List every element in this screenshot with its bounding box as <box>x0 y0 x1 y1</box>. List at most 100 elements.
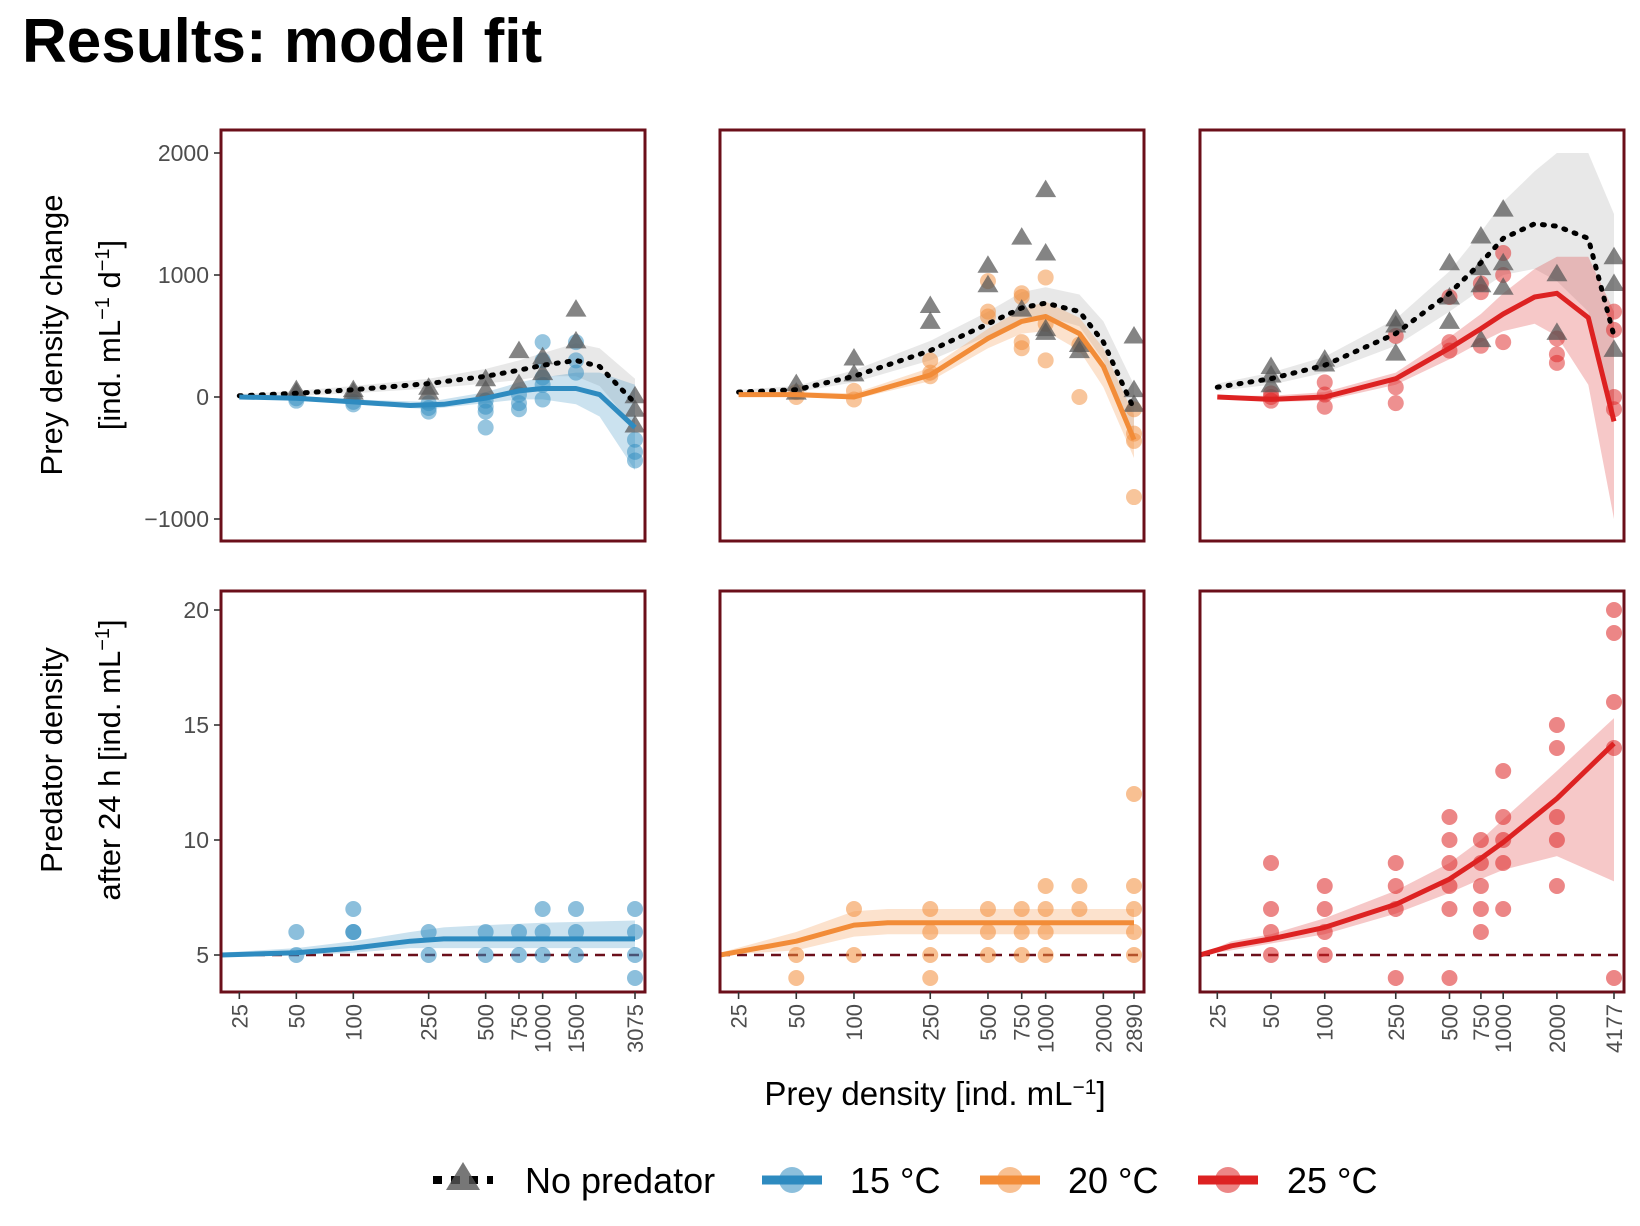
no-predator-fit-line <box>1214 221 1617 390</box>
legend-label-25c: 25 °C <box>1287 1160 1377 1201</box>
top-ylabel-line2-main: [ind. mL <box>92 320 127 430</box>
predator-data-point <box>1037 924 1054 940</box>
prey-data-point <box>1387 395 1404 412</box>
predator-data-point <box>1606 970 1622 986</box>
predator-data-point <box>1126 947 1142 963</box>
xtick-label: 25 <box>727 1004 752 1028</box>
predator-data-point <box>1548 878 1565 894</box>
prey-data-point <box>510 401 527 418</box>
legend-key-25c <box>1198 1167 1258 1193</box>
xtick-label: 250 <box>1384 1004 1409 1041</box>
xtick-label: 2000 <box>1545 1004 1570 1053</box>
no-predator-point <box>1068 340 1090 359</box>
no-predator-point <box>565 299 587 317</box>
no-predator-point <box>1260 365 1282 383</box>
prey-fit-line <box>239 386 637 430</box>
predator-data-point <box>1548 717 1565 733</box>
no-predator-point <box>418 382 440 400</box>
predator-data-point <box>477 947 494 963</box>
no-predator-band <box>1217 153 1614 422</box>
predator-data-point <box>510 947 527 963</box>
predator-data-point <box>1441 901 1458 917</box>
no-predator-point <box>1385 315 1407 333</box>
bottom-ylabel-line1: Predator density <box>34 647 69 873</box>
prey-data-point <box>477 403 494 420</box>
no-predator-point <box>475 379 497 398</box>
predator-data-point <box>1013 924 1030 940</box>
no-predator-point <box>1470 225 1492 244</box>
predator-data-point <box>1606 602 1622 618</box>
xtick-label: 500 <box>976 1004 1001 1041</box>
predator-data-point <box>1071 878 1088 894</box>
xlabel-end: ] <box>1096 1075 1105 1112</box>
no-predator-fit-line <box>236 357 638 406</box>
predator-data-point <box>1495 763 1512 779</box>
xtick-label: 50 <box>1259 1004 1284 1028</box>
bottom-ylabel-sup: −1 <box>92 628 114 651</box>
predator-data-point <box>979 947 996 963</box>
bottom-panel-border <box>1198 589 1626 994</box>
predator-data-point <box>1472 924 1489 940</box>
predator-data-point <box>1548 740 1565 756</box>
no-predator-point <box>1603 273 1624 292</box>
top-ytick-label: 0 <box>196 384 209 410</box>
prey-data-point <box>1495 267 1512 283</box>
no-predator-point <box>565 330 587 349</box>
prey-data-point <box>627 431 643 448</box>
predator-data-point <box>1126 878 1142 894</box>
predator-data-point <box>1441 855 1458 871</box>
predator-data-point <box>1263 901 1280 917</box>
predator-data-point <box>1126 901 1142 917</box>
no-predator-point <box>508 373 530 392</box>
predator-data-point <box>1606 694 1622 710</box>
predator-data-point <box>1126 924 1142 940</box>
prey-data-point <box>1037 269 1054 286</box>
predator-data-point <box>420 924 437 940</box>
xtick-label: 50 <box>784 1004 809 1028</box>
prey-data-point <box>1013 288 1030 305</box>
no-predator-point <box>919 311 941 329</box>
no-predator-point <box>1492 277 1514 295</box>
predator-data-point <box>1441 809 1458 825</box>
no-predator-point <box>475 368 497 387</box>
predator-data-point <box>1316 901 1333 917</box>
predator-data-point <box>1037 947 1054 963</box>
xtick-label: 100 <box>1313 1004 1338 1041</box>
predator-data-point <box>1071 901 1088 917</box>
prey-data-point <box>1071 389 1088 405</box>
prey-data-point <box>567 364 584 381</box>
no-predator-point <box>1438 311 1460 329</box>
xlabel-sup: −1 <box>1073 1076 1097 1099</box>
predator-data-point <box>1316 878 1333 894</box>
bottom-ylabel-line2: after 24 h [ind. mL−1] <box>92 619 127 900</box>
no-predator-point <box>1492 252 1514 271</box>
top-ytick-label: 2000 <box>158 140 209 166</box>
no-predator-point <box>1035 322 1057 340</box>
no-predator-point <box>843 347 865 366</box>
predator-data-point <box>345 924 362 940</box>
predator-data-point <box>845 901 862 917</box>
predator-data-point <box>922 970 939 986</box>
predator-data-point <box>979 901 996 917</box>
predator-data-point <box>1126 786 1142 802</box>
prey-data-point <box>1495 334 1512 351</box>
top-ytick-label: −1000 <box>144 506 209 532</box>
predator-data-point <box>1013 901 1030 917</box>
predator-data-point <box>1441 970 1458 986</box>
prey-data-point <box>1316 374 1333 391</box>
predator-data-point <box>627 901 643 917</box>
no-predator-point <box>1123 326 1144 344</box>
xtick-label: 2000 <box>1091 1004 1116 1053</box>
no-predator-point <box>532 346 554 365</box>
prey-data-point <box>1126 489 1142 506</box>
top-ylabel-mid: d <box>92 271 127 297</box>
predator-data-point <box>1387 970 1404 986</box>
xtick-label: 2890 <box>1122 1004 1147 1053</box>
top-panel-2 <box>736 179 1144 506</box>
prey-fit-line <box>1217 290 1617 423</box>
legend-label-no-predator: No predator <box>525 1160 715 1201</box>
xtick-label: 750 <box>1010 1004 1035 1041</box>
predator-data-point <box>534 947 551 963</box>
top-ylabel-line2: [ind. mL−1 d−1] <box>92 240 127 430</box>
